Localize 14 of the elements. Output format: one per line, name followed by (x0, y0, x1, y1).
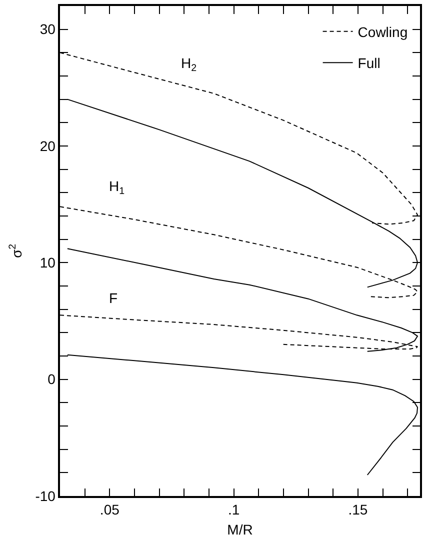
x-tick-label: .1 (228, 502, 240, 518)
annotation: H$_{1}$ (109, 178, 125, 197)
y-tick-label: 0 (48, 371, 56, 388)
x-tick-label: .15 (348, 502, 368, 518)
legend-label: Full (358, 55, 380, 72)
x-axis-title: M/R (227, 521, 253, 538)
y-tick-label: -10 (35, 488, 56, 504)
annotation: H$_{2}$ (181, 55, 197, 74)
x-tick-label: .05 (100, 502, 120, 518)
y-tick-label: 10 (40, 254, 56, 271)
y-tick-label: 30 (40, 21, 56, 38)
legend-label: Cowling (358, 24, 408, 40)
y-tick-label: 20 (40, 138, 56, 154)
annotation: F (109, 290, 118, 306)
